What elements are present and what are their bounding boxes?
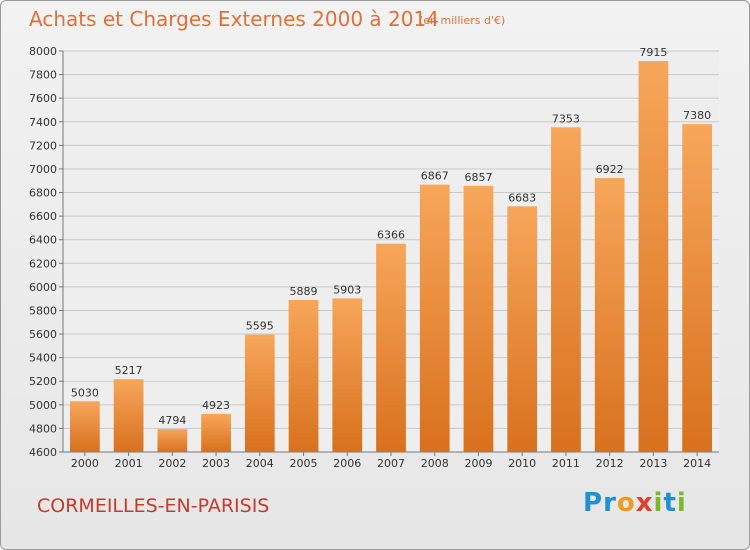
y-tick-label: 7200 bbox=[29, 139, 57, 152]
data-label: 6857 bbox=[464, 171, 492, 184]
x-tick-label: 2011 bbox=[552, 457, 580, 470]
x-tick-label: 2000 bbox=[71, 457, 99, 470]
logo-letter: i bbox=[676, 488, 687, 518]
bar[interactable] bbox=[682, 124, 713, 452]
y-tick-label: 6000 bbox=[29, 281, 57, 294]
x-tick-label: 2008 bbox=[421, 457, 449, 470]
y-tick-label: 5400 bbox=[29, 352, 57, 365]
data-label: 5889 bbox=[290, 285, 318, 298]
data-label: 6366 bbox=[377, 229, 405, 242]
logo-letter: o bbox=[616, 488, 636, 518]
y-tick-label: 6200 bbox=[29, 257, 57, 270]
x-tick-label: 2005 bbox=[290, 457, 318, 470]
y-tick-label: 7400 bbox=[29, 116, 57, 129]
bar[interactable] bbox=[376, 243, 406, 452]
x-tick-label: 2012 bbox=[596, 457, 624, 470]
x-tick-label: 2003 bbox=[202, 457, 230, 470]
place-name: CORMEILLES-EN-PARISIS bbox=[37, 495, 270, 517]
y-tick-label: 6400 bbox=[29, 234, 57, 247]
x-tick-label: 2002 bbox=[158, 457, 186, 470]
bar[interactable] bbox=[332, 298, 363, 452]
y-tick-label: 4600 bbox=[29, 446, 57, 459]
data-label: 7380 bbox=[683, 109, 711, 122]
bar[interactable] bbox=[288, 299, 319, 452]
y-tick-label: 7800 bbox=[29, 69, 57, 82]
data-label: 5030 bbox=[71, 386, 99, 399]
bar[interactable] bbox=[201, 413, 231, 452]
chart-title: Achats et Charges Externes 2000 à 2014 bbox=[29, 7, 439, 31]
data-label: 7353 bbox=[552, 112, 580, 125]
bar[interactable] bbox=[244, 334, 275, 452]
bar[interactable] bbox=[551, 127, 581, 453]
data-label: 4794 bbox=[158, 414, 186, 427]
chart-subtitle: (en milliers d'€) bbox=[419, 14, 506, 27]
bar[interactable] bbox=[594, 178, 625, 452]
y-tick-label: 4800 bbox=[29, 422, 57, 435]
y-tick-label: 5200 bbox=[29, 375, 57, 388]
data-label: 7915 bbox=[639, 46, 667, 59]
data-label: 6867 bbox=[421, 170, 449, 183]
logo-letter: t bbox=[663, 488, 677, 518]
logo-letter: i bbox=[653, 488, 664, 518]
x-tick-label: 2009 bbox=[464, 457, 492, 470]
logo-letter: x bbox=[635, 488, 654, 518]
y-tick-label: 6800 bbox=[29, 187, 57, 200]
x-tick-label: 2006 bbox=[333, 457, 361, 470]
bar[interactable] bbox=[638, 61, 669, 453]
x-tick-label: 2013 bbox=[639, 457, 667, 470]
bar[interactable] bbox=[157, 429, 188, 452]
y-tick-label: 5800 bbox=[29, 304, 57, 317]
data-label: 5903 bbox=[333, 283, 361, 296]
x-tick-label: 2010 bbox=[508, 457, 536, 470]
data-label: 6922 bbox=[596, 163, 624, 176]
logo-letter: r bbox=[603, 488, 617, 518]
data-label: 5217 bbox=[115, 364, 143, 377]
y-tick-label: 5000 bbox=[29, 399, 57, 412]
bar[interactable] bbox=[419, 184, 450, 452]
x-tick-label: 2014 bbox=[683, 457, 711, 470]
y-tick-label: 7600 bbox=[29, 92, 57, 105]
x-tick-label: 2001 bbox=[115, 457, 143, 470]
bar[interactable] bbox=[507, 206, 538, 452]
y-tick-label: 6600 bbox=[29, 210, 57, 223]
data-label: 4923 bbox=[202, 399, 230, 412]
proxiti-logo[interactable]: Proxiti bbox=[583, 488, 687, 518]
bar[interactable] bbox=[69, 401, 100, 452]
bar[interactable] bbox=[463, 185, 494, 452]
x-tick-label: 2007 bbox=[377, 457, 405, 470]
data-label: 5595 bbox=[246, 320, 274, 333]
logo-letter: P bbox=[583, 488, 604, 518]
y-tick-label: 7000 bbox=[29, 163, 57, 176]
x-tick-label: 2004 bbox=[246, 457, 274, 470]
y-tick-label: 8000 bbox=[29, 45, 57, 58]
y-tick-label: 5600 bbox=[29, 328, 57, 341]
bar[interactable] bbox=[113, 379, 144, 452]
data-label: 6683 bbox=[508, 191, 536, 204]
